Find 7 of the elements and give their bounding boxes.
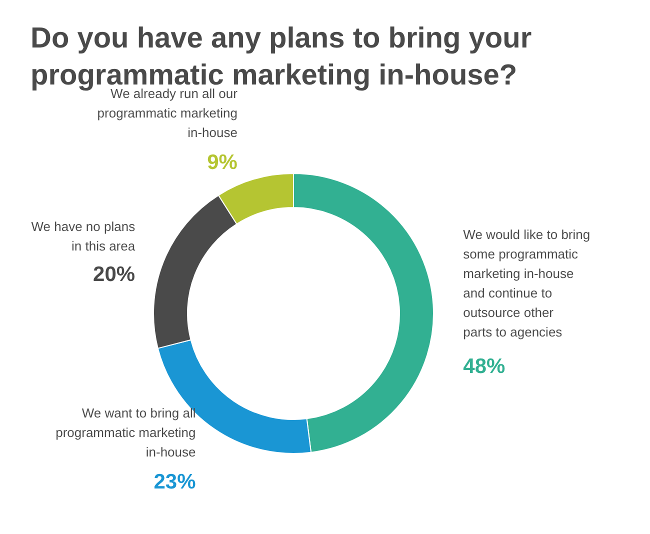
slice-label: We want to bring all programmatic marketing in-house [56,405,196,460]
data-label: 23% [154,470,196,494]
data-label: 48% [463,355,506,378]
slice-label: We would like to bring some programmatic marketing in-house and continue to outsource other parts to agencies [463,227,590,340]
data-label: 9% [207,151,238,174]
data-label: 20% [93,262,136,286]
slice-label: We have no plans in this area [31,218,136,254]
